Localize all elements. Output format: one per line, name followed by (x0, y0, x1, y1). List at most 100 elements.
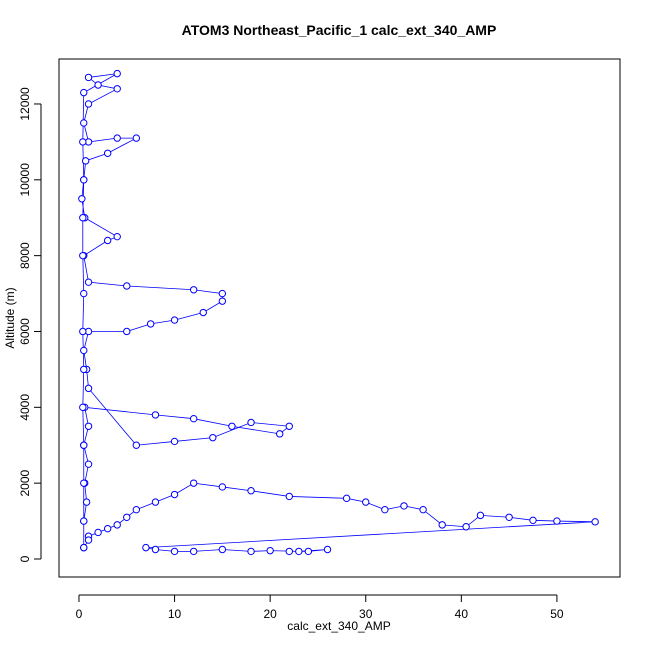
data-point (323, 545, 332, 554)
data-line (81, 73, 596, 552)
y-tick-label: 8000 (18, 242, 32, 269)
data-point (132, 505, 141, 514)
data-point (342, 494, 351, 503)
data-point (94, 81, 102, 89)
data-point (218, 545, 227, 554)
data-point (553, 517, 561, 525)
data-point (151, 545, 160, 554)
data-point (170, 316, 179, 324)
x-tick-label: 50 (550, 607, 564, 621)
data-point (84, 460, 93, 468)
x-tick-label: 40 (455, 607, 469, 621)
data-point (82, 498, 91, 506)
data-point (78, 195, 86, 203)
data-point (123, 282, 131, 290)
data-point (170, 547, 179, 556)
y-tick-label: 12000 (18, 87, 32, 121)
y-tick-label: 0 (18, 555, 32, 562)
data-point (113, 521, 121, 529)
data-point (80, 441, 88, 449)
data-point (80, 176, 88, 184)
x-tick-label: 20 (263, 607, 277, 621)
y-tick-label: 2000 (18, 469, 32, 496)
data-point (132, 441, 141, 449)
data-point (80, 517, 88, 525)
data-point (146, 320, 155, 328)
data-point (419, 505, 427, 514)
data-point (400, 502, 408, 510)
data-point (84, 536, 93, 544)
data-point (79, 214, 87, 222)
data-point (132, 134, 141, 142)
data-point (103, 149, 112, 157)
data-point (113, 85, 121, 93)
data-point (247, 418, 255, 427)
data-point (276, 430, 284, 438)
data-point (505, 513, 513, 521)
data-point (123, 513, 131, 521)
data-point (123, 327, 131, 336)
y-tick-label: 10000 (18, 163, 32, 197)
data-point (151, 498, 160, 506)
data-point (285, 422, 293, 430)
data-point (80, 119, 88, 127)
data-point (84, 384, 93, 393)
plot-frame (58, 58, 621, 578)
data-point (266, 546, 274, 555)
chart-title: ATOM3 Northeast_Pacific_1 calc_ext_340_A… (182, 22, 497, 38)
data-point (189, 479, 198, 487)
data-point (81, 157, 90, 165)
y-tick-label: 4000 (18, 394, 32, 421)
data-point (84, 73, 93, 82)
data-point (218, 297, 227, 305)
data-point (80, 346, 88, 355)
data-point (170, 437, 179, 446)
data-point (285, 492, 293, 501)
data-point (113, 232, 121, 241)
data-point (189, 414, 198, 423)
data-point (79, 251, 87, 260)
data-point (247, 547, 255, 556)
data-point (209, 433, 217, 442)
data-point (84, 422, 93, 430)
data-point (295, 547, 303, 556)
data-point (170, 490, 179, 499)
data-point (103, 524, 112, 533)
data-point (79, 138, 87, 146)
data-point (80, 88, 88, 97)
data-point (362, 498, 370, 506)
data-point (189, 547, 198, 556)
x-tick-label: 30 (359, 607, 373, 621)
data-point (103, 236, 112, 245)
data-point (79, 403, 87, 412)
y-axis-label: Altitude (m) (3, 287, 17, 348)
data-point (462, 523, 470, 531)
data-point (199, 308, 207, 317)
data-point (381, 505, 389, 514)
data-point (285, 547, 293, 556)
data-point (228, 422, 236, 430)
data-point (151, 411, 160, 419)
data-point (476, 511, 485, 520)
data-point (218, 289, 227, 298)
data-point (529, 516, 537, 525)
data-point (113, 134, 121, 142)
data-point (84, 278, 93, 286)
data-point (80, 289, 88, 298)
data-point (80, 479, 88, 487)
data-point (94, 528, 102, 537)
data-point (218, 483, 227, 491)
y-tick-label: 6000 (18, 318, 32, 345)
x-axis-label: calc_ext_340_AMP (287, 619, 390, 633)
data-point (247, 487, 255, 495)
data-point (438, 521, 446, 529)
x-tick-label: 0 (76, 607, 83, 621)
data-point (84, 100, 93, 108)
data-point (189, 286, 198, 294)
data-point (80, 543, 88, 552)
data-point (80, 365, 88, 374)
data-point (591, 518, 599, 526)
data-point (304, 547, 313, 556)
data-point (79, 327, 87, 336)
